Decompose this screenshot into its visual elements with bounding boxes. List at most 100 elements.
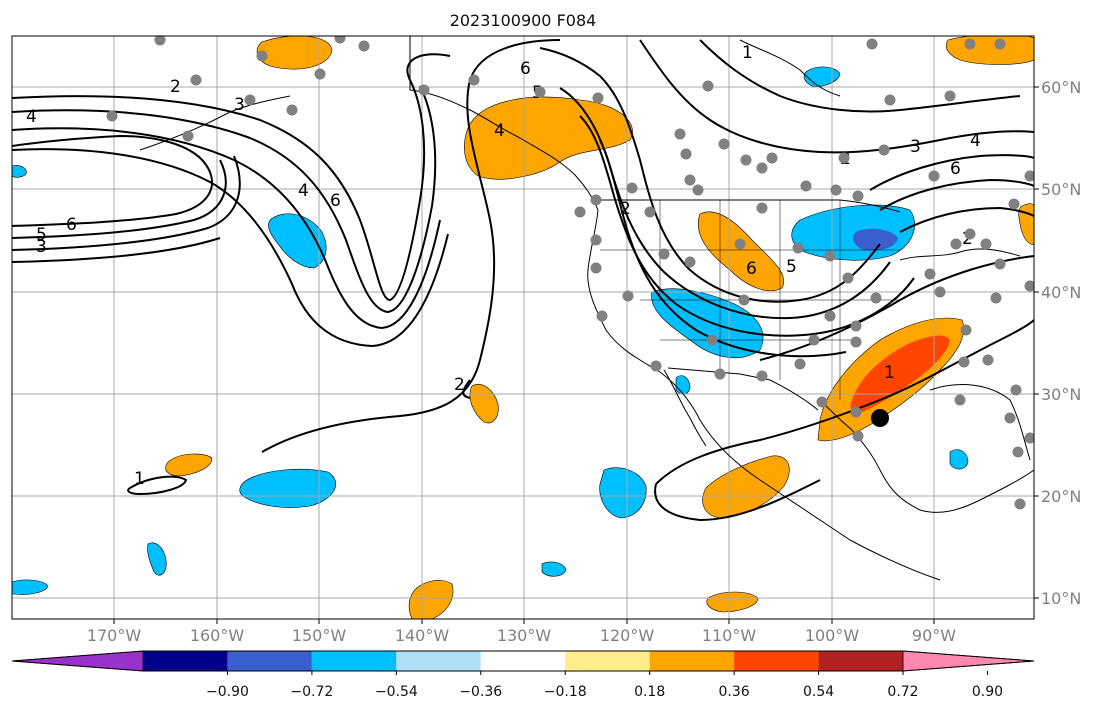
- station-dot: [684, 256, 696, 268]
- station-dot: [842, 272, 854, 284]
- station-dot: [994, 38, 1006, 50]
- station-dot: [756, 370, 768, 382]
- station-dot: [756, 202, 768, 214]
- contour-west-5: [12, 134, 213, 227]
- station-dot: [824, 310, 836, 322]
- station-dot: [958, 356, 970, 368]
- contour-label: 4: [298, 181, 309, 201]
- lat-tick-label: 30°N: [1041, 385, 1081, 404]
- station-dot: [684, 174, 696, 186]
- station-dot: [928, 170, 940, 182]
- station-dot: [924, 268, 936, 280]
- station-dot: [964, 38, 976, 50]
- colorbar-tick-label: 0.36: [719, 684, 750, 700]
- station-dot: [1008, 198, 1020, 210]
- station-dot: [830, 184, 842, 196]
- contour-west-1: [12, 53, 451, 302]
- station-dot: [734, 238, 746, 250]
- station-dot: [626, 182, 638, 194]
- shade-pos-hawaii-north: [165, 453, 213, 477]
- station-dot: [866, 38, 878, 50]
- station-dot: [106, 110, 118, 122]
- coast-baja: [663, 369, 707, 447]
- coast-great-lakes: [899, 248, 1021, 261]
- contour-north-2: [699, 39, 1021, 113]
- station-dot: [650, 360, 662, 372]
- station-dot: [990, 292, 1002, 304]
- station-dot: [792, 242, 804, 254]
- contour-label: 3: [234, 95, 245, 115]
- station-dots: [106, 36, 1034, 510]
- contour-east-2: [879, 178, 1034, 211]
- contour-label: 6: [746, 259, 757, 279]
- contour-mexico-2: [654, 479, 821, 522]
- station-dot: [1004, 412, 1016, 424]
- station-dot: [680, 148, 692, 160]
- station-dot: [314, 68, 326, 80]
- contour-west-6: [12, 159, 227, 239]
- map-title: 2023100900 F084: [450, 11, 597, 30]
- contour-label: 2: [454, 375, 465, 395]
- station-dot: [644, 206, 656, 218]
- shade-neg-north-pacific: [268, 213, 327, 269]
- station-dot: [950, 238, 962, 250]
- station-dot: [692, 184, 704, 196]
- lat-tick-label: 60°N: [1041, 78, 1081, 97]
- colorbar-segment: [565, 651, 650, 671]
- colorbar-segment: [143, 651, 228, 671]
- station-dot: [870, 292, 882, 304]
- contour-west-2: [12, 85, 437, 314]
- colorbar-segment: [311, 651, 397, 671]
- shade-neg-small-1: [147, 542, 167, 576]
- station-dot: [674, 128, 686, 140]
- colorbar-tick-label: 0.18: [634, 684, 665, 700]
- graticule: [12, 36, 1034, 619]
- station-dot: [256, 50, 268, 62]
- contour-label: 4: [970, 131, 981, 151]
- station-dot: [852, 430, 864, 442]
- contour-label: 5: [786, 257, 797, 277]
- colorbar-segment: [734, 651, 819, 671]
- lon-tick-label: 170°W: [87, 626, 142, 645]
- contour-label: 6: [330, 191, 341, 211]
- contour-trough-nw-1: [539, 47, 881, 303]
- coastlines: [139, 36, 1034, 581]
- coast-alaska: [409, 36, 599, 211]
- station-dot: [982, 354, 994, 366]
- station-dot: [702, 80, 714, 92]
- station-dot: [980, 238, 992, 250]
- station-dot: [740, 154, 752, 166]
- border-us-mexico: [667, 367, 819, 411]
- colorbar-segment: [649, 651, 735, 671]
- station-dot: [766, 152, 778, 164]
- plot-frame: [11, 35, 1035, 620]
- contour-label: 1: [742, 43, 753, 63]
- station-dot: [800, 180, 812, 192]
- colorbar-extend-high: [902, 650, 1035, 672]
- lon-tick-label: 150°W: [292, 626, 347, 645]
- contour-west-8: [12, 237, 221, 263]
- colorbar-segment: [396, 651, 481, 671]
- station-dot: [838, 152, 850, 164]
- contour-trough-2: [462, 379, 471, 399]
- shade-pos-south-mexico: [706, 591, 759, 613]
- contour-label: 4: [494, 121, 505, 141]
- station-dot: [418, 84, 430, 96]
- colorbar-tick-label: 0.54: [803, 684, 834, 700]
- shade-neg-east-pacific: [599, 467, 647, 519]
- lat-tick-label: 50°N: [1041, 180, 1081, 199]
- shade-red-gulf-coast: [850, 335, 950, 413]
- station-dot: [794, 358, 806, 370]
- contour-label: 2: [962, 229, 973, 249]
- shade-neg-small-3: [541, 561, 567, 577]
- lat-tick-label: 10°N: [1041, 589, 1081, 608]
- shade-neg-west-edge: [12, 165, 27, 178]
- shade-pos-rockies: [698, 211, 784, 292]
- colorbar-extend-low: [11, 650, 144, 672]
- contour-west-3: [12, 127, 441, 330]
- lon-tick-label: 90°W: [912, 626, 956, 645]
- station-dot: [994, 258, 1006, 270]
- lon-tick-label: 120°W: [600, 626, 655, 645]
- contour-trough-nw-4: [599, 139, 847, 358]
- colorbar-tick-label: −0.90: [206, 684, 249, 700]
